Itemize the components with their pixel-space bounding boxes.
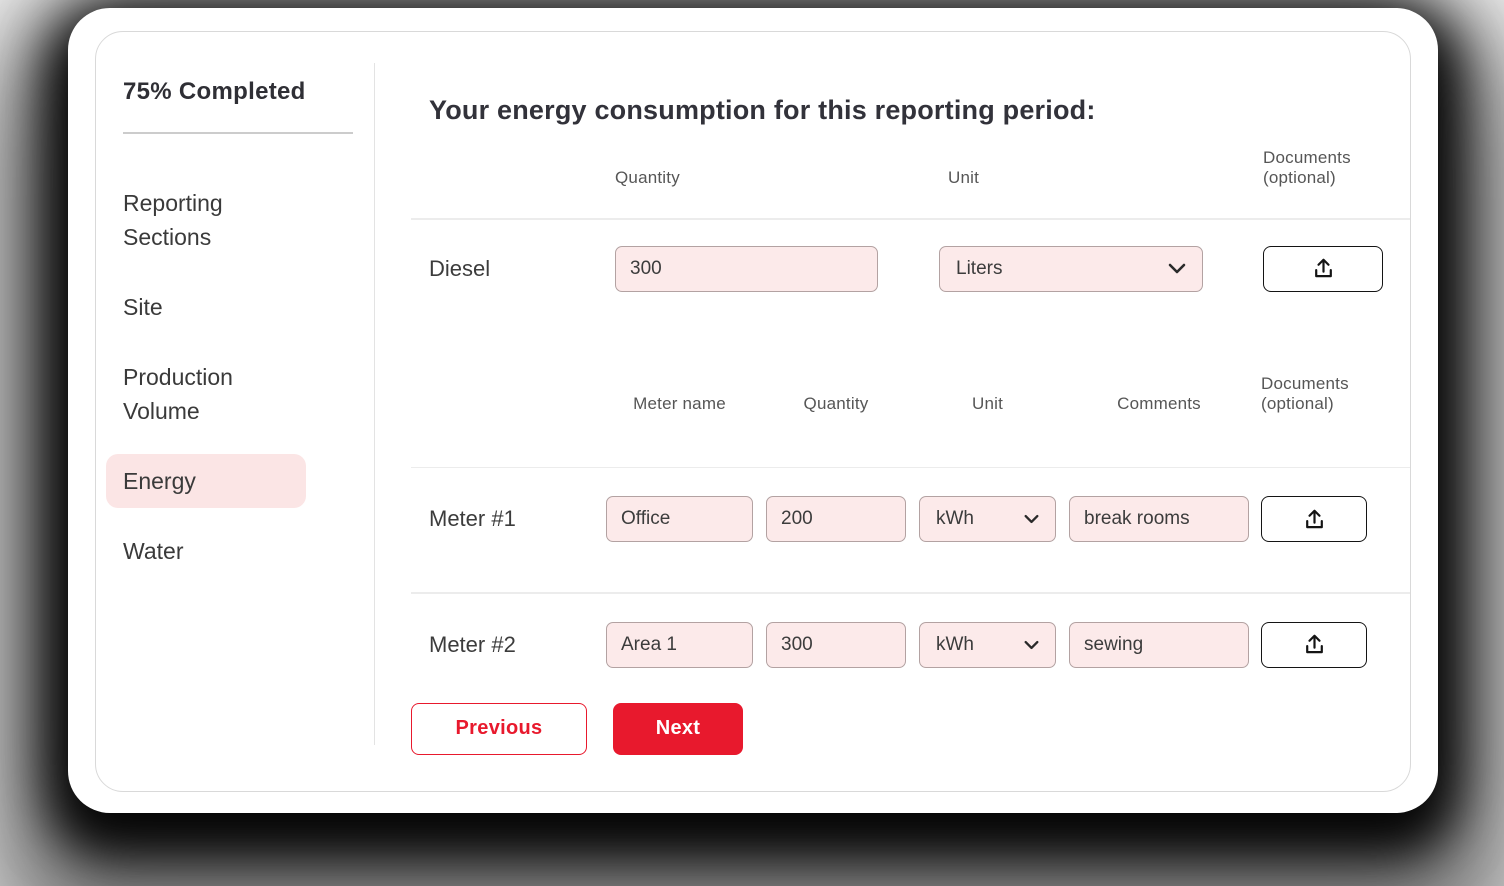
diesel-upload-button[interactable]	[1263, 245, 1383, 292]
fuel-header-quantity: Quantity	[615, 168, 680, 187]
fuel-header-unit: Unit	[948, 168, 980, 187]
app-window: 75% Completed Reporting Sections Site Pr…	[68, 8, 1438, 813]
sidebar-nav: Reporting Sections Site Production Volum…	[106, 176, 375, 578]
sidebar-item-water[interactable]: Water	[123, 537, 184, 564]
fuel-header-documents: Documents (optional)	[1263, 148, 1351, 187]
meter-header-unit: Unit	[971, 393, 1004, 413]
sidebar-item-production-volume[interactable]: Production Volume	[123, 363, 233, 424]
next-button[interactable]: Next	[613, 702, 743, 755]
meter2-quantity-input[interactable]	[766, 621, 906, 668]
meter-row-2: Meter #2 kWh	[429, 621, 1410, 668]
meter-header-comments: Comments	[1117, 393, 1201, 413]
meter-row-1: Meter #1 kWh	[429, 496, 1410, 542]
previous-button[interactable]: Previous	[411, 702, 587, 755]
chevron-down-icon	[1024, 514, 1039, 524]
meter1-upload-button[interactable]	[1261, 496, 1367, 542]
sidebar-item-energy[interactable]: Energy	[106, 453, 306, 508]
meter2-comments-input[interactable]	[1069, 621, 1249, 668]
chevron-down-icon	[1168, 263, 1186, 274]
meter2-unit-select[interactable]: kWh	[919, 621, 1056, 668]
meter2-upload-button[interactable]	[1261, 621, 1367, 668]
meter-row-label: Meter #2	[429, 631, 516, 657]
diesel-unit-value: Liters	[956, 257, 1003, 279]
progress-label: 75% Completed	[123, 78, 306, 105]
row-divider	[411, 218, 1410, 220]
meter-header-documents: Documents (optional)	[1261, 373, 1349, 413]
meter1-quantity-input[interactable]	[766, 496, 906, 542]
form-panel: 75% Completed Reporting Sections Site Pr…	[95, 31, 1411, 792]
sidebar: 75% Completed Reporting Sections Site Pr…	[96, 32, 375, 791]
meter-header-quantity: Quantity	[803, 393, 869, 413]
fuel-table-header: Quantity Unit Documents (optional)	[429, 148, 1410, 188]
meter-table-header: Meter name Quantity Unit Comments Docume…	[429, 374, 1410, 414]
upload-icon	[1305, 634, 1323, 654]
form-navigation: Previous Next	[411, 702, 1410, 755]
meter1-unit-select[interactable]: kWh	[919, 496, 1056, 542]
progress-divider	[123, 132, 353, 134]
meter2-name-input[interactable]	[606, 621, 753, 668]
fuel-row-diesel: Diesel Liters	[429, 245, 1410, 292]
meter2-unit-value: kWh	[936, 633, 974, 655]
row-divider	[411, 592, 1410, 594]
upload-icon	[1314, 258, 1332, 278]
main-content: Your energy consumption for this reporti…	[375, 32, 1410, 791]
meter1-unit-value: kWh	[936, 508, 974, 529]
sidebar-item-reporting-sections[interactable]: Reporting Sections	[123, 189, 223, 250]
sidebar-item-site[interactable]: Site	[123, 293, 163, 320]
meter1-comments-input[interactable]	[1069, 496, 1249, 542]
chevron-down-icon	[1024, 640, 1039, 649]
diesel-quantity-input[interactable]	[615, 245, 878, 292]
meter1-name-input[interactable]	[606, 496, 753, 542]
diesel-unit-select[interactable]: Liters	[939, 245, 1203, 292]
fuel-row-label: Diesel	[429, 255, 491, 281]
upload-icon	[1305, 509, 1323, 528]
sidebar-divider	[373, 63, 375, 745]
meter-row-label: Meter #1	[429, 506, 516, 531]
page-title: Your energy consumption for this reporti…	[429, 95, 1096, 125]
meter-header-name: Meter name	[633, 393, 726, 413]
row-divider	[411, 466, 1410, 468]
